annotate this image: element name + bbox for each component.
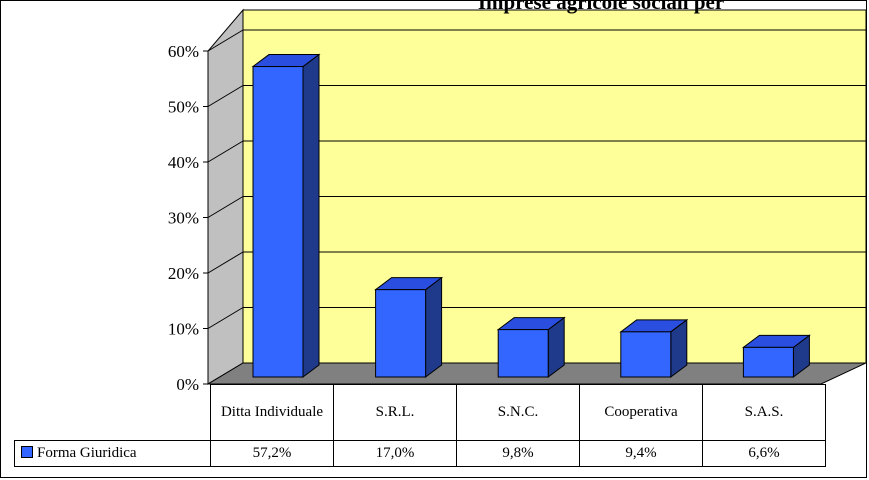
y-tick-label: 60% [168, 42, 199, 61]
value-label: 9,4% [579, 440, 703, 467]
category-label: Cooperativa [579, 384, 703, 441]
category-label: S.A.S. [702, 384, 826, 441]
category-label: S.N.C. [456, 384, 580, 441]
chart-title: Imprese agricole sociali per [477, 0, 725, 14]
plot-back-wall [242, 9, 866, 364]
gridline-side [207, 307, 244, 329]
value-label: 9,8% [456, 440, 580, 467]
value-label: 6,6% [702, 440, 826, 467]
y-tick-label: 50% [168, 98, 199, 117]
gridline-side [207, 251, 244, 274]
bar-side [425, 276, 443, 378]
y-tick-label: 10% [168, 320, 199, 339]
y-tick-label: 30% [168, 209, 199, 228]
gridline-side [207, 196, 244, 218]
bar [497, 329, 549, 378]
value-label: 17,0% [333, 440, 457, 467]
plot-side-wall [207, 8, 244, 385]
legend-swatch [21, 446, 33, 458]
legend-entry: Forma Giuridica [14, 440, 211, 467]
gridline-side [207, 29, 244, 52]
bar-side [302, 53, 320, 378]
category-label: Ditta Individuale [210, 384, 334, 441]
gridline-side [207, 140, 244, 163]
data-table-corner [14, 384, 211, 441]
y-tick-label: 40% [168, 153, 199, 172]
bar [375, 289, 427, 378]
data-table: Ditta Individuale S.R.L. S.N.C. Cooperat… [14, 384, 826, 467]
category-row: Ditta Individuale S.R.L. S.N.C. Cooperat… [14, 384, 826, 441]
category-label: S.R.L. [333, 384, 457, 441]
y-tick-label: 20% [168, 264, 199, 283]
value-label: 57,2% [210, 440, 334, 467]
gridline-side [207, 85, 244, 107]
value-row: Forma Giuridica 57,2% 17,0% 9,8% 9,4% 6,… [14, 440, 826, 467]
bar [252, 66, 304, 378]
legend-label: Forma Giuridica [37, 445, 137, 461]
bar [742, 346, 794, 378]
bar [620, 331, 672, 378]
